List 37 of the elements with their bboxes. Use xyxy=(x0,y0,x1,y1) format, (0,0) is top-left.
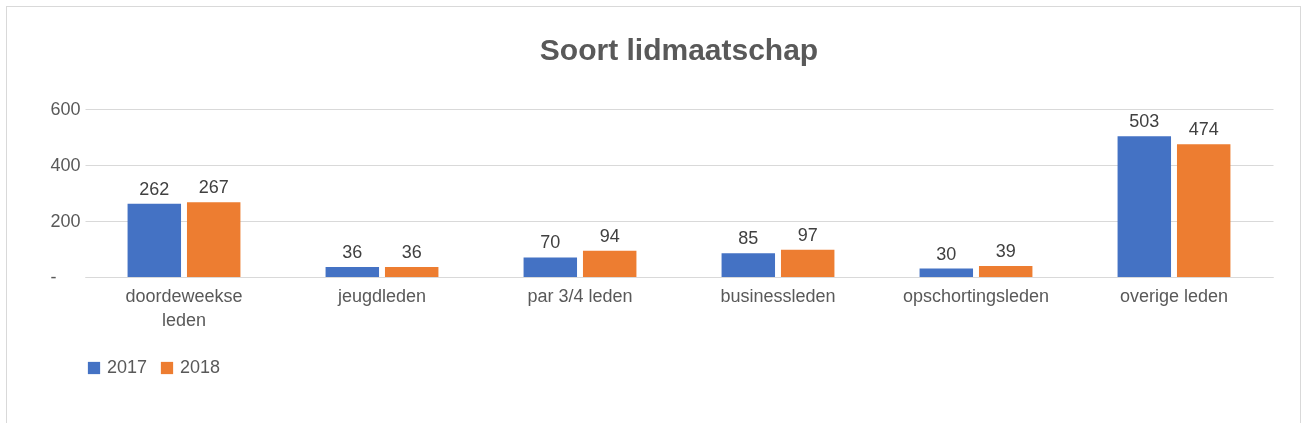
x-tick-label: jeugdleden xyxy=(336,285,427,306)
legend-label: 2017 xyxy=(107,357,148,377)
data-label: 474 xyxy=(1188,119,1219,140)
x-tick-label: opschortingsleden xyxy=(902,285,1050,306)
x-tick-label: doordeweekse leden xyxy=(125,285,243,330)
bar xyxy=(978,266,1033,277)
data-label: 262 xyxy=(139,178,170,199)
data-label: 70 xyxy=(540,232,561,253)
data-label: 503 xyxy=(1129,111,1160,132)
bar xyxy=(1117,136,1172,277)
y-tick-label: 600 xyxy=(50,98,81,119)
data-label: 36 xyxy=(342,241,363,262)
bar xyxy=(919,268,974,277)
bar xyxy=(1176,144,1231,277)
data-label: 94 xyxy=(599,225,620,246)
y-tick-label: 200 xyxy=(50,210,81,231)
bar xyxy=(582,250,637,277)
data-label: 30 xyxy=(936,243,957,264)
x-tick-label: par 3/4 leden xyxy=(527,285,633,306)
data-label: 39 xyxy=(995,241,1016,262)
legend-label: 2018 xyxy=(180,357,221,377)
x-tick-label: businessleden xyxy=(720,285,836,306)
bar xyxy=(127,203,182,277)
x-tick-label: overige leden xyxy=(1119,285,1229,306)
bar xyxy=(780,249,835,277)
bar xyxy=(523,257,578,277)
bar xyxy=(721,253,776,277)
data-label: 36 xyxy=(401,241,422,262)
bar xyxy=(186,202,241,277)
bar xyxy=(384,266,439,277)
bar xyxy=(325,266,380,277)
chart-title: Soort lidmaatschap xyxy=(539,33,819,66)
data-label: 267 xyxy=(198,177,229,198)
y-tick-label: - xyxy=(50,266,57,287)
y-tick-label: 400 xyxy=(50,154,81,175)
data-label: 97 xyxy=(797,224,818,245)
data-label: 85 xyxy=(738,228,759,249)
